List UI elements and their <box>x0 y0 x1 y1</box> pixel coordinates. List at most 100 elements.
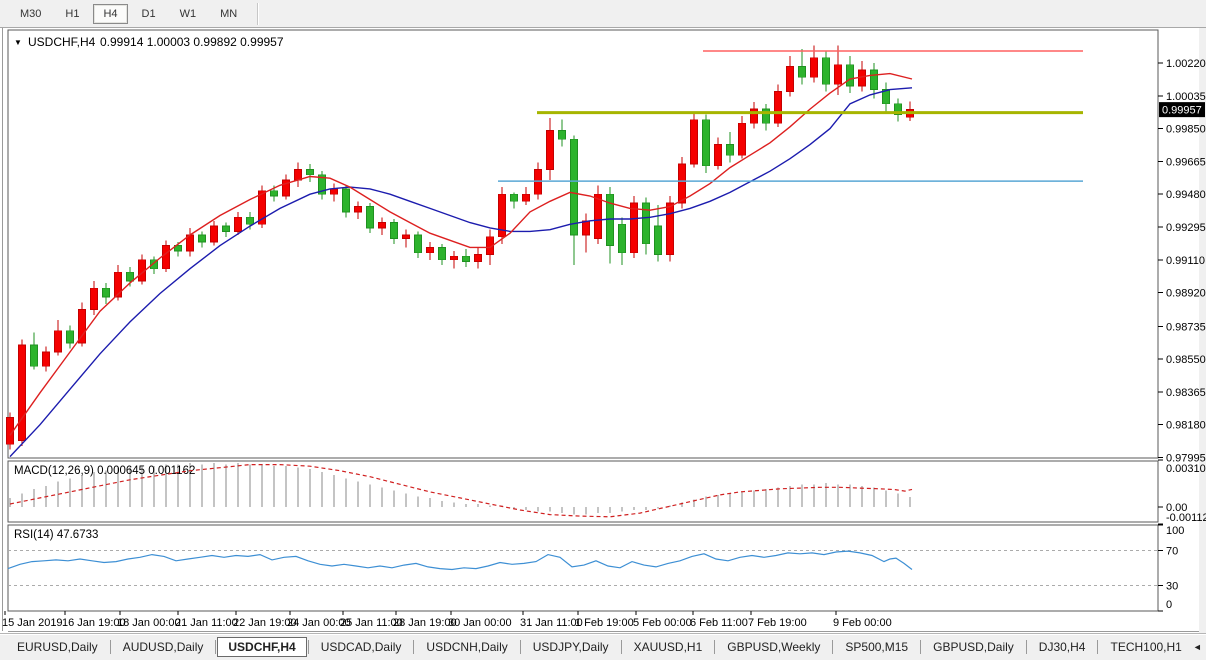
rsi-axis-label: 0 <box>1166 599 1172 611</box>
bull-candle <box>786 66 794 92</box>
bear-candle <box>126 271 134 282</box>
bull-candle <box>690 119 698 165</box>
time-axis-label: 24 Jan 00:00 <box>287 617 351 629</box>
bear-candle <box>822 57 830 85</box>
bull-candle <box>234 216 242 232</box>
bull-candle <box>810 57 818 78</box>
bull-candle <box>630 202 638 254</box>
rsi-axis-label: 100 <box>1166 525 1184 537</box>
rsi-line <box>7 550 913 571</box>
bull-candle <box>666 202 674 255</box>
time-axis-label: 28 Jan 19:00 <box>393 617 457 629</box>
macd-axis: 0.003107 0.00-0.001125 <box>1158 459 1206 525</box>
bull-candle <box>294 168 302 181</box>
timeframe-button-h1[interactable]: H1 <box>65 7 80 20</box>
macd-axis-label: -0.001125 <box>1166 512 1206 524</box>
bear-candle <box>366 206 374 229</box>
timeframe-button-mn[interactable]: MN <box>220 7 238 20</box>
current-price-box <box>1159 102 1205 118</box>
bull-candle <box>594 193 602 239</box>
bull-candle <box>498 193 506 238</box>
tab-divider <box>920 640 922 654</box>
bear-candle <box>570 138 578 236</box>
chart-tab-audusd-daily[interactable]: AUDUSD,Daily <box>122 640 204 654</box>
timeframe-button-h4[interactable]: H4 <box>93 3 128 24</box>
bear-candle <box>438 246 446 261</box>
chart-tab-usdcad-daily[interactable]: USDCAD,Daily <box>320 640 402 654</box>
bear-candle <box>654 225 662 255</box>
chart-tab-gbpusd-daily[interactable]: GBPUSD,Daily <box>933 640 1014 654</box>
bear-candle <box>198 234 206 243</box>
bull-candle <box>330 188 338 195</box>
bull-candle <box>90 287 98 310</box>
rsi-axis-label: 70 <box>1166 545 1178 557</box>
rsi-label: RSI(14) 47.6733 <box>14 529 98 541</box>
macd-signal-line <box>9 464 913 518</box>
chart-ohlc-values: 0.99914 1.00003 0.99892 0.99957 <box>100 35 284 49</box>
bear-candle <box>342 188 350 213</box>
bear-candle <box>702 119 710 167</box>
tabs-scroll-left-icon[interactable]: ◄ <box>1192 642 1202 652</box>
price-axis-label: 0.98180 <box>1166 420 1206 432</box>
price-axis-label: 0.97995 <box>1166 452 1206 464</box>
time-axis-label: 5 Feb 00:00 <box>633 617 692 629</box>
price-axis-label: 0.99480 <box>1166 189 1206 201</box>
chart-tab-sp500-m15[interactable]: SP500,M15 <box>845 640 909 654</box>
bull-candle <box>738 122 746 156</box>
bear-candle <box>270 190 278 197</box>
bull-candle <box>750 108 758 124</box>
price-axis-label: 0.98920 <box>1166 288 1206 300</box>
bull-candle <box>54 330 62 353</box>
macd-indicator: MACD(12,26,9) 0.000645 0.001162 <box>9 463 911 515</box>
time-axis-label: 22 Jan 19:00 <box>233 617 297 629</box>
bear-candle <box>726 144 734 156</box>
tab-divider <box>215 640 217 654</box>
price-axis-label: 0.99295 <box>1166 222 1206 234</box>
bull-candle <box>678 163 686 204</box>
price-axis-label: 0.99110 <box>1166 255 1205 267</box>
bull-candle <box>582 220 590 236</box>
window-right-margin <box>1199 28 1206 633</box>
bear-candle <box>642 202 650 245</box>
toolbar-separator <box>257 2 260 25</box>
timeframe-button-w1[interactable]: W1 <box>179 7 197 20</box>
bull-candle <box>258 190 266 225</box>
chart-tab-dj30-h4[interactable]: DJ30,H4 <box>1038 640 1086 654</box>
time-axis-label: 7 Feb 19:00 <box>748 617 807 629</box>
macd-axis-label: 0.003107 <box>1166 463 1206 475</box>
price-axis-label: 1.00220 <box>1166 58 1206 70</box>
chart-tab-usdchf-h4[interactable]: USDCHF,H4 <box>217 637 307 657</box>
bear-candle <box>222 225 230 232</box>
bear-candle <box>150 259 158 270</box>
timeframe-button-m30[interactable]: M30 <box>20 7 42 20</box>
time-axis-label: 16 Jan 19:00 <box>62 617 126 629</box>
chart-tab-gbpusd-weekly[interactable]: GBPUSD,Weekly <box>727 640 821 654</box>
time-axis-label: 21 Jan 11:00 <box>175 617 238 629</box>
chart-tab-usdjpy-daily[interactable]: USDJPY,Daily <box>532 640 609 654</box>
bear-candle <box>618 223 626 254</box>
chart-header: ▼ USDCHF,H4 0.99914 1.00003 0.99892 0.9995… <box>14 35 284 49</box>
bear-candle <box>318 174 326 195</box>
macd-axis-label: 0.00 <box>1166 502 1187 514</box>
bull-candle <box>774 90 782 124</box>
chart-tab-xauusd-h1[interactable]: XAUUSD,H1 <box>633 640 703 654</box>
chart-tab-eurusd-daily[interactable]: EURUSD,Daily <box>17 640 98 654</box>
tab-divider <box>109 640 111 654</box>
bull-candle <box>546 129 554 170</box>
time-axis-label: 15 Jan 2019 <box>2 617 63 629</box>
bear-candle <box>306 168 314 176</box>
main-chart[interactable]: ▼ USDCHF,H4 0.99914 1.00003 0.99892 0.9995… <box>0 28 1206 633</box>
tab-divider <box>1025 640 1027 654</box>
chart-tab-tech100-h1[interactable]: TECH100,H1 <box>1110 640 1182 654</box>
bear-candle <box>510 193 518 202</box>
timeframe-button-d1[interactable]: D1 <box>141 7 156 20</box>
bull-candle <box>42 351 50 367</box>
chart-tab-usdcnh-daily[interactable]: USDCNH,Daily <box>426 640 508 654</box>
price-axis-label: 0.98735 <box>1166 321 1206 333</box>
ma-slow-line <box>9 87 913 458</box>
bull-candle <box>714 144 722 167</box>
bear-candle <box>798 66 806 78</box>
bull-candle <box>450 255 458 261</box>
time-axis-label: 18 Jan 00:00 <box>117 617 181 629</box>
